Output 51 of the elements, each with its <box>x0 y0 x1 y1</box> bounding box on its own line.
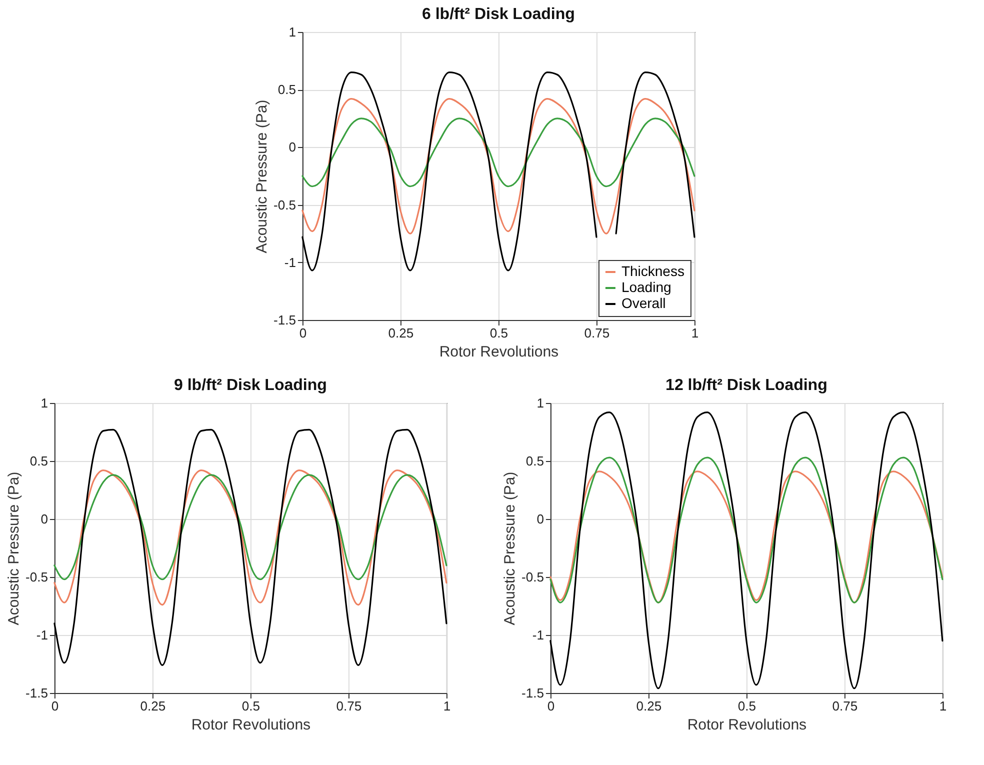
y-axis-title: Acoustic Pressure (Pa) <box>254 100 271 254</box>
y-axis-title: Acoustic Pressure (Pa) <box>502 472 519 626</box>
y-tick-label: -1 <box>36 628 48 642</box>
y-tick-label: 0.5 <box>278 82 296 98</box>
x-tick-label: 0.75 <box>584 326 610 340</box>
x-tick-label: 0.5 <box>242 698 260 714</box>
y-axis-title: Acoustic Pressure (Pa) <box>6 472 23 626</box>
x-tick-label: 0.75 <box>336 698 362 714</box>
y-tick-label: -1.5 <box>274 312 296 328</box>
line-series <box>54 428 448 666</box>
x-tick-label: 0 <box>547 698 555 714</box>
x-tick-label: 0 <box>299 326 307 340</box>
x-tick-label: 0.25 <box>636 698 662 714</box>
x-tick-label: 0.25 <box>140 698 166 714</box>
y-tick-label: -1.5 <box>522 686 544 700</box>
line-series <box>550 411 944 690</box>
x-tick-label: 1 <box>691 326 699 340</box>
x-tick-label: 1 <box>443 698 451 714</box>
x-axis-title: Rotor Revolutions <box>439 344 559 360</box>
y-tick-label: 1 <box>288 24 296 40</box>
x-tick-label: 0.75 <box>832 698 858 714</box>
x-tick-label: 0.5 <box>490 326 508 340</box>
line-series <box>54 469 448 606</box>
y-tick-label: -0.5 <box>274 197 296 212</box>
x-tick-label: 0 <box>51 698 59 714</box>
x-tick-label: 0.25 <box>388 326 414 340</box>
y-tick-label: 0.5 <box>30 454 48 468</box>
chart-title: 12 lb/ft² Disk Loading <box>666 377 828 394</box>
x-tick-label: 1 <box>939 698 947 714</box>
x-axis-title: Rotor Revolutions <box>191 716 311 734</box>
y-tick-label: 0 <box>288 140 296 155</box>
line-series <box>302 118 696 188</box>
y-tick-label: 1 <box>536 396 544 410</box>
y-tick-label: 0 <box>536 512 544 526</box>
line-series <box>54 474 448 580</box>
line-series <box>302 98 696 234</box>
chart-title: 9 lb/ft² Disk Loading <box>174 377 327 394</box>
y-tick-label: -1.5 <box>26 686 48 700</box>
legend-label: Thickness <box>621 263 684 279</box>
y-tick-label: 0.5 <box>526 454 544 468</box>
y-tick-label: 1 <box>40 396 48 410</box>
x-tick-label: 0.5 <box>738 698 756 714</box>
x-axis-title: Rotor Revolutions <box>687 716 807 734</box>
legend-label: Overall <box>621 295 666 311</box>
legend-label: Loading <box>621 279 672 295</box>
y-tick-label: 0 <box>40 512 48 526</box>
chart-title: 6 lb/ft² Disk Loading <box>422 6 575 23</box>
y-tick-label: -0.5 <box>26 570 48 584</box>
y-tick-label: -1 <box>284 254 296 270</box>
y-tick-label: -0.5 <box>522 570 544 584</box>
y-tick-label: -1 <box>532 628 544 642</box>
